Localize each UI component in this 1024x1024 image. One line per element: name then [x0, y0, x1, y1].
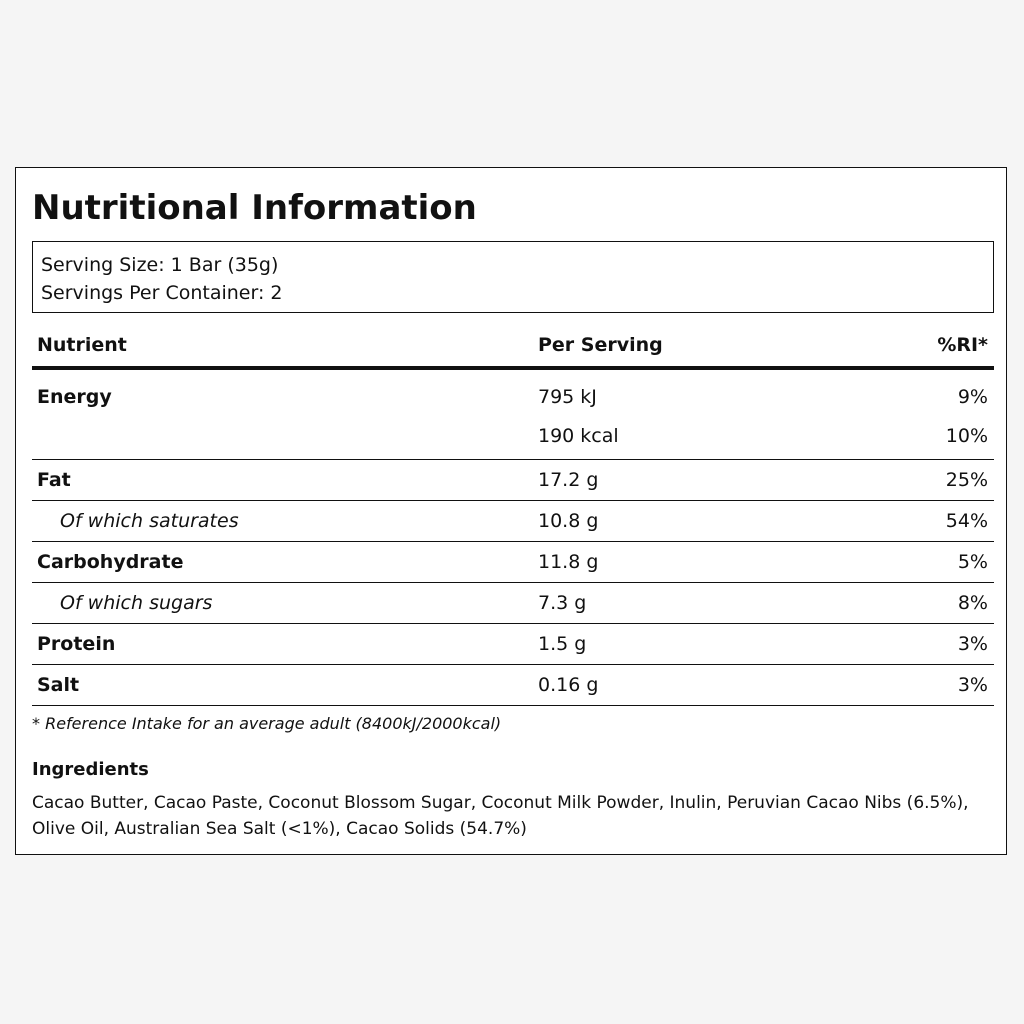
energy-kcal-value: 190 kcal	[538, 425, 619, 447]
nutrient-value: 17.2 g	[538, 469, 599, 491]
table-row-protein: Protein 1.5 g 3%	[32, 624, 994, 665]
nutrient-name: Carbohydrate	[37, 551, 184, 573]
table-row-carbohydrate: Carbohydrate 11.8 g 5%	[32, 542, 994, 583]
serving-size: Serving Size: 1 Bar (35g)	[41, 254, 279, 276]
nutrient-name: Of which saturates	[60, 510, 239, 532]
nutrient-ri: 54%	[945, 510, 988, 532]
nutrient-name: Protein	[37, 633, 116, 655]
nutrient-name: Of which sugars	[60, 592, 213, 614]
page-title: Nutritional Information	[32, 188, 477, 228]
nutrient-value: 7.3 g	[538, 592, 587, 614]
table-header: Nutrient Per Serving %RI*	[32, 326, 994, 370]
nutrient-value: 10.8 g	[538, 510, 599, 532]
energy-kcal-ri: 10%	[945, 425, 988, 447]
nutrition-panel: Nutritional Information Serving Size: 1 …	[15, 167, 1007, 855]
nutrient-value: 1.5 g	[538, 633, 587, 655]
energy-kj-ri: 9%	[957, 386, 988, 408]
ingredients-text: Cacao Butter, Cacao Paste, Coconut Bloss…	[32, 793, 969, 839]
nutrition-table: Nutrient Per Serving %RI* Energy 795 kJ …	[32, 326, 994, 706]
nutrient-value: 0.16 g	[538, 674, 599, 696]
reference-intake-footnote: * Reference Intake for an average adult …	[32, 714, 502, 733]
table-row-sugars: Of which sugars 7.3 g 8%	[32, 583, 994, 624]
ingredients-heading: Ingredients	[32, 759, 149, 780]
nutrient-ri: 3%	[957, 674, 988, 696]
serving-info-box: Serving Size: 1 Bar (35g) Servings Per C…	[32, 241, 994, 313]
nutrient-ri: 5%	[957, 551, 988, 573]
header-nutrient: Nutrient	[37, 334, 127, 356]
nutrient-ri: 8%	[957, 592, 988, 614]
nutrient-name: Salt	[37, 674, 80, 696]
nutrient-ri: 3%	[957, 633, 988, 655]
energy-kj-value: 795 kJ	[538, 386, 597, 408]
nutrient-name: Energy	[37, 386, 112, 408]
table-row-saturates: Of which saturates 10.8 g 54%	[32, 501, 994, 542]
nutrient-name: Fat	[37, 469, 71, 491]
nutrient-value: 11.8 g	[538, 551, 599, 573]
nutrient-ri: 25%	[945, 469, 988, 491]
servings-per-container: Servings Per Container: 2	[41, 282, 283, 304]
table-row-fat: Fat 17.2 g 25%	[32, 460, 994, 501]
table-row-salt: Salt 0.16 g 3%	[32, 665, 994, 706]
header-per-serving: Per Serving	[538, 334, 663, 356]
table-row-energy: Energy 795 kJ 9% 190 kcal 10%	[32, 370, 994, 460]
header-ri: %RI*	[937, 334, 988, 356]
